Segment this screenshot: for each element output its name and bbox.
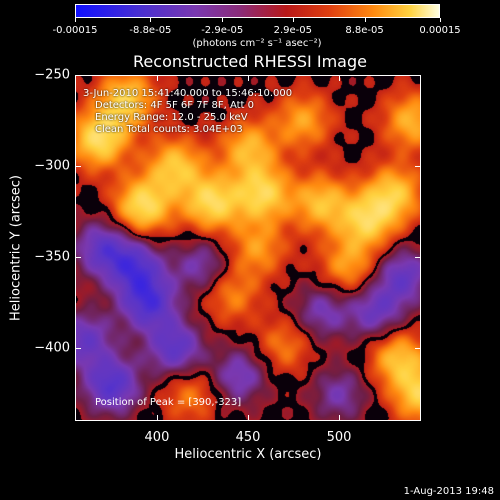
colorbar-tick bbox=[292, 18, 294, 22]
heatmap-plot bbox=[75, 75, 421, 421]
y-tick bbox=[75, 348, 81, 350]
y-tick bbox=[415, 257, 421, 259]
colorbar bbox=[75, 4, 440, 18]
y-tick bbox=[75, 75, 81, 76]
y-tick bbox=[415, 166, 421, 168]
y-tick-label: −250 bbox=[34, 67, 70, 83]
chart-title: Reconstructed RHESSI Image bbox=[133, 52, 367, 71]
heatmap-image bbox=[75, 75, 421, 421]
x-axis-label: Heliocentric X (arcsec) bbox=[174, 447, 322, 462]
x-tick bbox=[156, 75, 158, 81]
peak-position-label: Position of Peak = [390,-323] bbox=[95, 397, 242, 408]
x-tick-label: 450 bbox=[235, 430, 261, 445]
colorbar-tick bbox=[364, 18, 366, 22]
colorbar-tick bbox=[440, 18, 441, 22]
y-axis-label: Heliocentric Y (arcsec) bbox=[8, 175, 24, 321]
y-tick bbox=[415, 348, 421, 350]
time-range-text: 3-Jun-2010 15:41:40.000 to 15:46:10.000 bbox=[83, 88, 293, 99]
colorbar-tick-label: 2.9e-05 bbox=[273, 25, 312, 36]
colorbar-tick-label: 8.8e-05 bbox=[345, 25, 384, 36]
x-tick bbox=[339, 75, 341, 81]
y-tick bbox=[75, 166, 81, 168]
clean-counts-text: Clean Total counts: 3.04E+03 bbox=[95, 124, 243, 135]
x-tick bbox=[339, 415, 341, 421]
energy-range-text: Energy Range: 12.0 - 25.0 keV bbox=[95, 112, 248, 123]
y-tick bbox=[415, 75, 421, 76]
y-tick bbox=[75, 257, 81, 259]
plot-timestamp: 1-Aug-2013 19:48 bbox=[403, 486, 494, 497]
x-tick bbox=[156, 415, 158, 421]
x-tick-label: 400 bbox=[144, 430, 170, 445]
colorbar-tick bbox=[150, 18, 152, 22]
colorbar-tick bbox=[75, 18, 76, 22]
colorbar-tick-label: -0.00015 bbox=[52, 25, 98, 36]
colorbar-tick-label: 0.00015 bbox=[419, 25, 461, 36]
x-tick bbox=[248, 415, 249, 421]
y-tick-label: −400 bbox=[34, 340, 70, 356]
x-tick-label: 500 bbox=[326, 430, 352, 445]
colorbar-tick-label: -8.8e-05 bbox=[129, 25, 172, 36]
colorbar-units: (photons cm⁻² s⁻¹ asec⁻²) bbox=[192, 38, 322, 49]
y-tick-label: −300 bbox=[34, 158, 70, 174]
colorbar-tick-label: -2.9e-05 bbox=[201, 25, 244, 36]
colorbar-tick bbox=[222, 18, 224, 22]
y-tick-label: −350 bbox=[34, 249, 70, 265]
detectors-text: Detectors: 4F 5F 6F 7F 8F, Att 0 bbox=[95, 100, 255, 111]
x-tick bbox=[248, 75, 249, 81]
